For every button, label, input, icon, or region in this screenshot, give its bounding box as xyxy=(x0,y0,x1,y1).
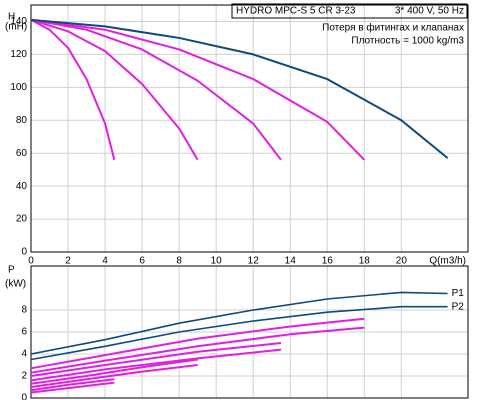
curve xyxy=(30,18,366,161)
y-tick-label: 4 xyxy=(21,349,27,360)
curve xyxy=(30,348,282,382)
y-tick-label: 40 xyxy=(16,181,28,192)
curve-label: P2 xyxy=(452,301,465,312)
y-tick-label: 8 xyxy=(21,305,27,316)
y-tick-label: 120 xyxy=(10,49,27,60)
x-tick-label: 0 xyxy=(28,256,34,267)
y-tick-label: 140 xyxy=(10,16,27,27)
x-tick-label: 2 xyxy=(65,256,71,267)
y-axis-label: P xyxy=(8,265,15,276)
title-box xyxy=(231,3,468,19)
x-tick-label: 4 xyxy=(102,256,108,267)
annotation: 3* 400 V, 50 Hz xyxy=(395,6,464,17)
annotation: HYDRO MPC-S 5 CR 3-23 xyxy=(236,6,356,17)
plot-frame xyxy=(30,265,469,399)
y-tick-label: 0 xyxy=(21,247,27,258)
y-axis-unit: (mH) xyxy=(5,22,27,33)
curve-label: P1 xyxy=(452,288,465,299)
curve xyxy=(30,317,365,370)
x-tick-label: 8 xyxy=(176,256,182,267)
x-tick-label: 20 xyxy=(396,256,408,267)
y-axis-label: H xyxy=(8,12,15,23)
curve xyxy=(30,291,448,355)
x-tick-label: 18 xyxy=(359,256,371,267)
curve xyxy=(30,342,282,377)
curve xyxy=(30,18,116,161)
curve xyxy=(30,18,282,161)
y-tick-label: 60 xyxy=(16,148,28,159)
curve xyxy=(30,358,198,385)
y-tick-label: 2 xyxy=(21,371,27,382)
x-tick-label: 12 xyxy=(248,256,260,267)
curve xyxy=(30,18,449,159)
curve xyxy=(30,326,365,374)
curve xyxy=(30,18,199,161)
x-tick-label: 14 xyxy=(285,256,297,267)
x-tick-label: 10 xyxy=(211,256,223,267)
annotation: Потеря в фитингах и клапанах xyxy=(322,22,464,34)
y-tick-label: 100 xyxy=(10,82,27,93)
annotation: Плотность = 1000 kg/m3 xyxy=(351,36,464,47)
x-tick-label: 16 xyxy=(322,256,334,267)
y-tick-label: 20 xyxy=(16,214,28,225)
y-tick-label: 0 xyxy=(21,393,27,400)
y-axis-unit: (kW) xyxy=(5,279,26,290)
x-axis-label: Q(m3/h) xyxy=(429,256,466,267)
plot-frame xyxy=(30,4,469,253)
curve xyxy=(30,305,448,361)
y-tick-label: 80 xyxy=(16,115,28,126)
y-tick-label: 6 xyxy=(21,327,27,338)
x-tick-label: 6 xyxy=(139,256,145,267)
curve xyxy=(30,378,115,392)
curve xyxy=(30,364,198,388)
curve xyxy=(30,381,115,394)
